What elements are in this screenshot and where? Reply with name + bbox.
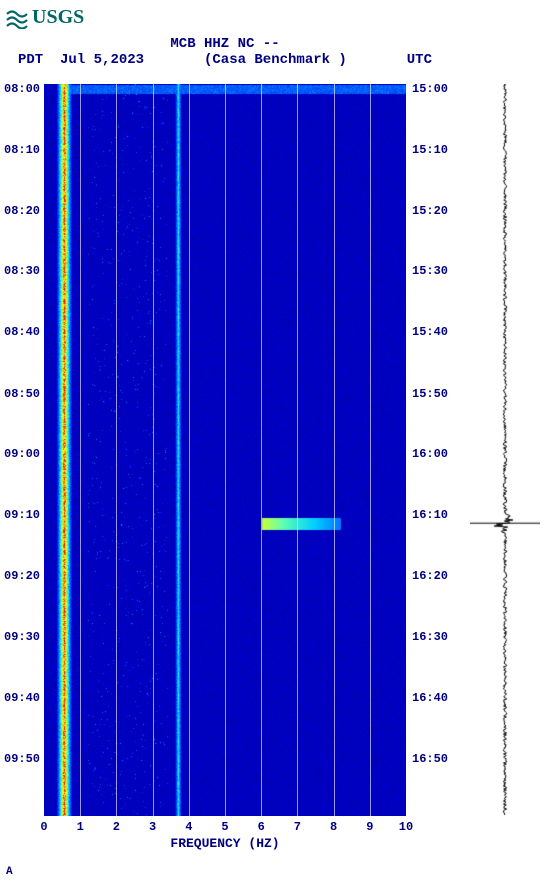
x-tick: 4 (185, 820, 192, 834)
y-tick-left: 08:20 (4, 204, 40, 218)
y-tick-left: 08:50 (4, 387, 40, 401)
y-tick-left: 09:40 (4, 691, 40, 705)
page: USGS MCB HHZ NC -- PDT Jul 5,2023 (Casa … (0, 0, 552, 892)
usgs-logo: USGS (6, 6, 84, 29)
x-tick: 7 (294, 820, 301, 834)
x-tick: 9 (366, 820, 373, 834)
station-line: MCB HHZ NC -- (0, 36, 450, 52)
y-tick-left: 08:30 (4, 264, 40, 278)
y-tick-left: 08:00 (4, 82, 40, 96)
y-tick-left: 09:00 (4, 447, 40, 461)
y-tick-right: 15:40 (412, 325, 448, 339)
x-axis-label: FREQUENCY (HZ) (44, 836, 406, 851)
y-tick-right: 16:30 (412, 630, 448, 644)
waveform-plot (470, 84, 540, 816)
y-tick-left: 09:30 (4, 630, 40, 644)
y-tick-right: 16:20 (412, 569, 448, 583)
station-name: (Casa Benchmark ) (204, 52, 347, 68)
y-tick-left: 08:10 (4, 143, 40, 157)
spectrogram-plot (44, 84, 406, 816)
left-tz-label: PDT Jul 5,2023 (18, 52, 144, 68)
y-tick-left: 09:20 (4, 569, 40, 583)
y-tick-left: 09:10 (4, 508, 40, 522)
x-tick: 6 (258, 820, 265, 834)
y-tick-right: 15:00 (412, 82, 448, 96)
x-tick: 8 (330, 820, 337, 834)
y-tick-right: 16:50 (412, 752, 448, 766)
x-tick: 1 (77, 820, 84, 834)
x-tick: 2 (113, 820, 120, 834)
y-tick-right: 15:50 (412, 387, 448, 401)
x-tick: 0 (40, 820, 47, 834)
y-tick-left: 09:50 (4, 752, 40, 766)
x-tick: 3 (149, 820, 156, 834)
y-tick-left: 08:40 (4, 325, 40, 339)
plot-header: MCB HHZ NC -- PDT Jul 5,2023 (Casa Bench… (0, 36, 450, 68)
y-tick-right: 15:30 (412, 264, 448, 278)
logo-text: USGS (32, 6, 84, 29)
y-tick-right: 15:10 (412, 143, 448, 157)
y-tick-right: 15:20 (412, 204, 448, 218)
x-tick: 10 (399, 820, 413, 834)
y-tick-right: 16:00 (412, 447, 448, 461)
x-tick: 5 (221, 820, 228, 834)
wave-icon (6, 7, 28, 29)
footnote: A (6, 866, 13, 878)
y-tick-right: 16:40 (412, 691, 448, 705)
y-tick-right: 16:10 (412, 508, 448, 522)
right-tz-label: UTC (407, 52, 432, 68)
